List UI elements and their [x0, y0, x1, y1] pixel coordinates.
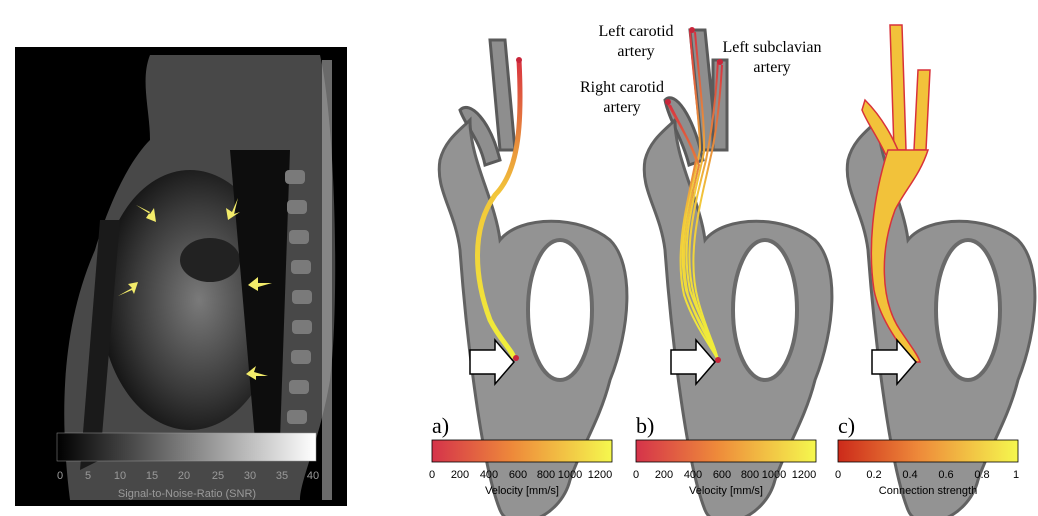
mri-spine: [285, 170, 312, 424]
label-right-carotid-line1: Right carotid: [580, 79, 664, 96]
tick: 0.4: [902, 469, 917, 481]
panel-b-colorbar-ticks: 0 200 400 600 800 1000 1200: [633, 469, 816, 481]
tick: 1200: [792, 469, 816, 481]
label-left-carotid-line2: artery: [617, 43, 654, 60]
panel-b-colorbar-label: Velocity [mm/s]: [689, 485, 763, 497]
tick: 600: [713, 469, 731, 481]
white-arrow-icon: [469, 337, 515, 387]
panel-a-stream-end: [516, 57, 522, 63]
label-right-carotid-line2: artery: [603, 99, 640, 116]
arrow-icon: [118, 282, 138, 296]
label-left-subclavian-line1: Left subclavian: [722, 39, 821, 56]
panel-c-connection-volume: [861, 24, 931, 363]
panel-b: Left carotid artery Left subclavian arte…: [580, 23, 834, 516]
tick: 200: [451, 469, 469, 481]
panel-a-letter: a): [432, 413, 449, 438]
tick: 0: [835, 469, 841, 481]
tick: 400: [684, 469, 702, 481]
white-arrow-icon: [670, 337, 716, 387]
label-left-carotid-line1: Left carotid: [598, 23, 673, 40]
tick: 0: [429, 469, 435, 481]
panel-c-letter: c): [838, 413, 855, 438]
label-left-subclavian-line2: artery: [753, 59, 790, 76]
panel-b-letter: b): [636, 413, 654, 438]
vessel-carotid: [488, 38, 517, 152]
panel-b-seed-point: [715, 357, 721, 363]
panel-a-colorbar: [431, 439, 613, 463]
tick: 0.2: [866, 469, 881, 481]
snr-tick: 0: [57, 470, 63, 482]
arrow-icon: [136, 205, 156, 222]
panel-c: c) 0 0.2 0.4 0.6 0.8 1 Connection streng…: [835, 24, 1037, 516]
snr-tick: 20: [178, 470, 190, 482]
panel-c-colorbar-ticks: 0 0.2 0.4 0.6 0.8 1: [835, 469, 1019, 481]
panel-c-colorbar: [837, 439, 1019, 463]
panel-b-streamlines: [665, 29, 723, 361]
snr-tick: 30: [244, 470, 256, 482]
tick: 800: [741, 469, 759, 481]
white-arrow-icon: [871, 337, 917, 387]
mri-lung-front: [80, 220, 120, 470]
snr-tick: 40: [307, 470, 319, 482]
panel-b-stream-ends: [665, 27, 723, 105]
arrow-icon: [246, 366, 268, 380]
tick: 0.6: [938, 469, 953, 481]
tick: 0: [633, 469, 639, 481]
mri-skin: [322, 60, 332, 500]
panel-a-aorta: [437, 38, 629, 516]
arrow-icon: [226, 198, 240, 220]
tick: 1200: [588, 469, 612, 481]
tick: 400: [480, 469, 498, 481]
snr-colorbar: [56, 432, 317, 462]
snr-colorbar-title: Signal-to-Noise-Ratio (SNR): [118, 488, 256, 500]
snr-tick: 10: [114, 470, 126, 482]
snr-colorbar-ticks: 0 5 10 15 20 25 30 35 40: [57, 470, 319, 482]
panel-a: a) 0 200 400 600 800 1000 1200 Velocity …: [429, 38, 629, 516]
snr-tick: 15: [146, 470, 158, 482]
panel-a-streamline: [475, 59, 523, 359]
annotations: Left carotid artery Left subclavian arte…: [580, 23, 822, 116]
snr-tick: 25: [212, 470, 224, 482]
mri-panel: 0 5 10 15 20 25 30 35 40 Signal-to-Noise…: [15, 47, 347, 506]
snr-tick: 5: [85, 470, 91, 482]
panel-c-colorbar-label: Connection strength: [879, 485, 977, 497]
panel-a-colorbar-label: Velocity [mm/s]: [485, 485, 559, 497]
tick: 0.8: [974, 469, 989, 481]
mri-heart: [100, 170, 280, 430]
panel-a-seed-point: [513, 355, 519, 361]
arrow-icon: [248, 277, 272, 291]
tick: 1000: [762, 469, 786, 481]
tick: 1: [1013, 469, 1019, 481]
tick: 1000: [558, 469, 582, 481]
tick: 600: [509, 469, 527, 481]
tick: 800: [537, 469, 555, 481]
panel-b-colorbar: [635, 439, 817, 463]
snr-tick: 35: [276, 470, 288, 482]
mri-arrows: [118, 198, 272, 380]
tick: 200: [655, 469, 673, 481]
mri-lung: [230, 150, 290, 440]
mri-aortic-arch: [180, 238, 240, 282]
panel-a-colorbar-ticks: 0 200 400 600 800 1000 1200: [429, 469, 612, 481]
